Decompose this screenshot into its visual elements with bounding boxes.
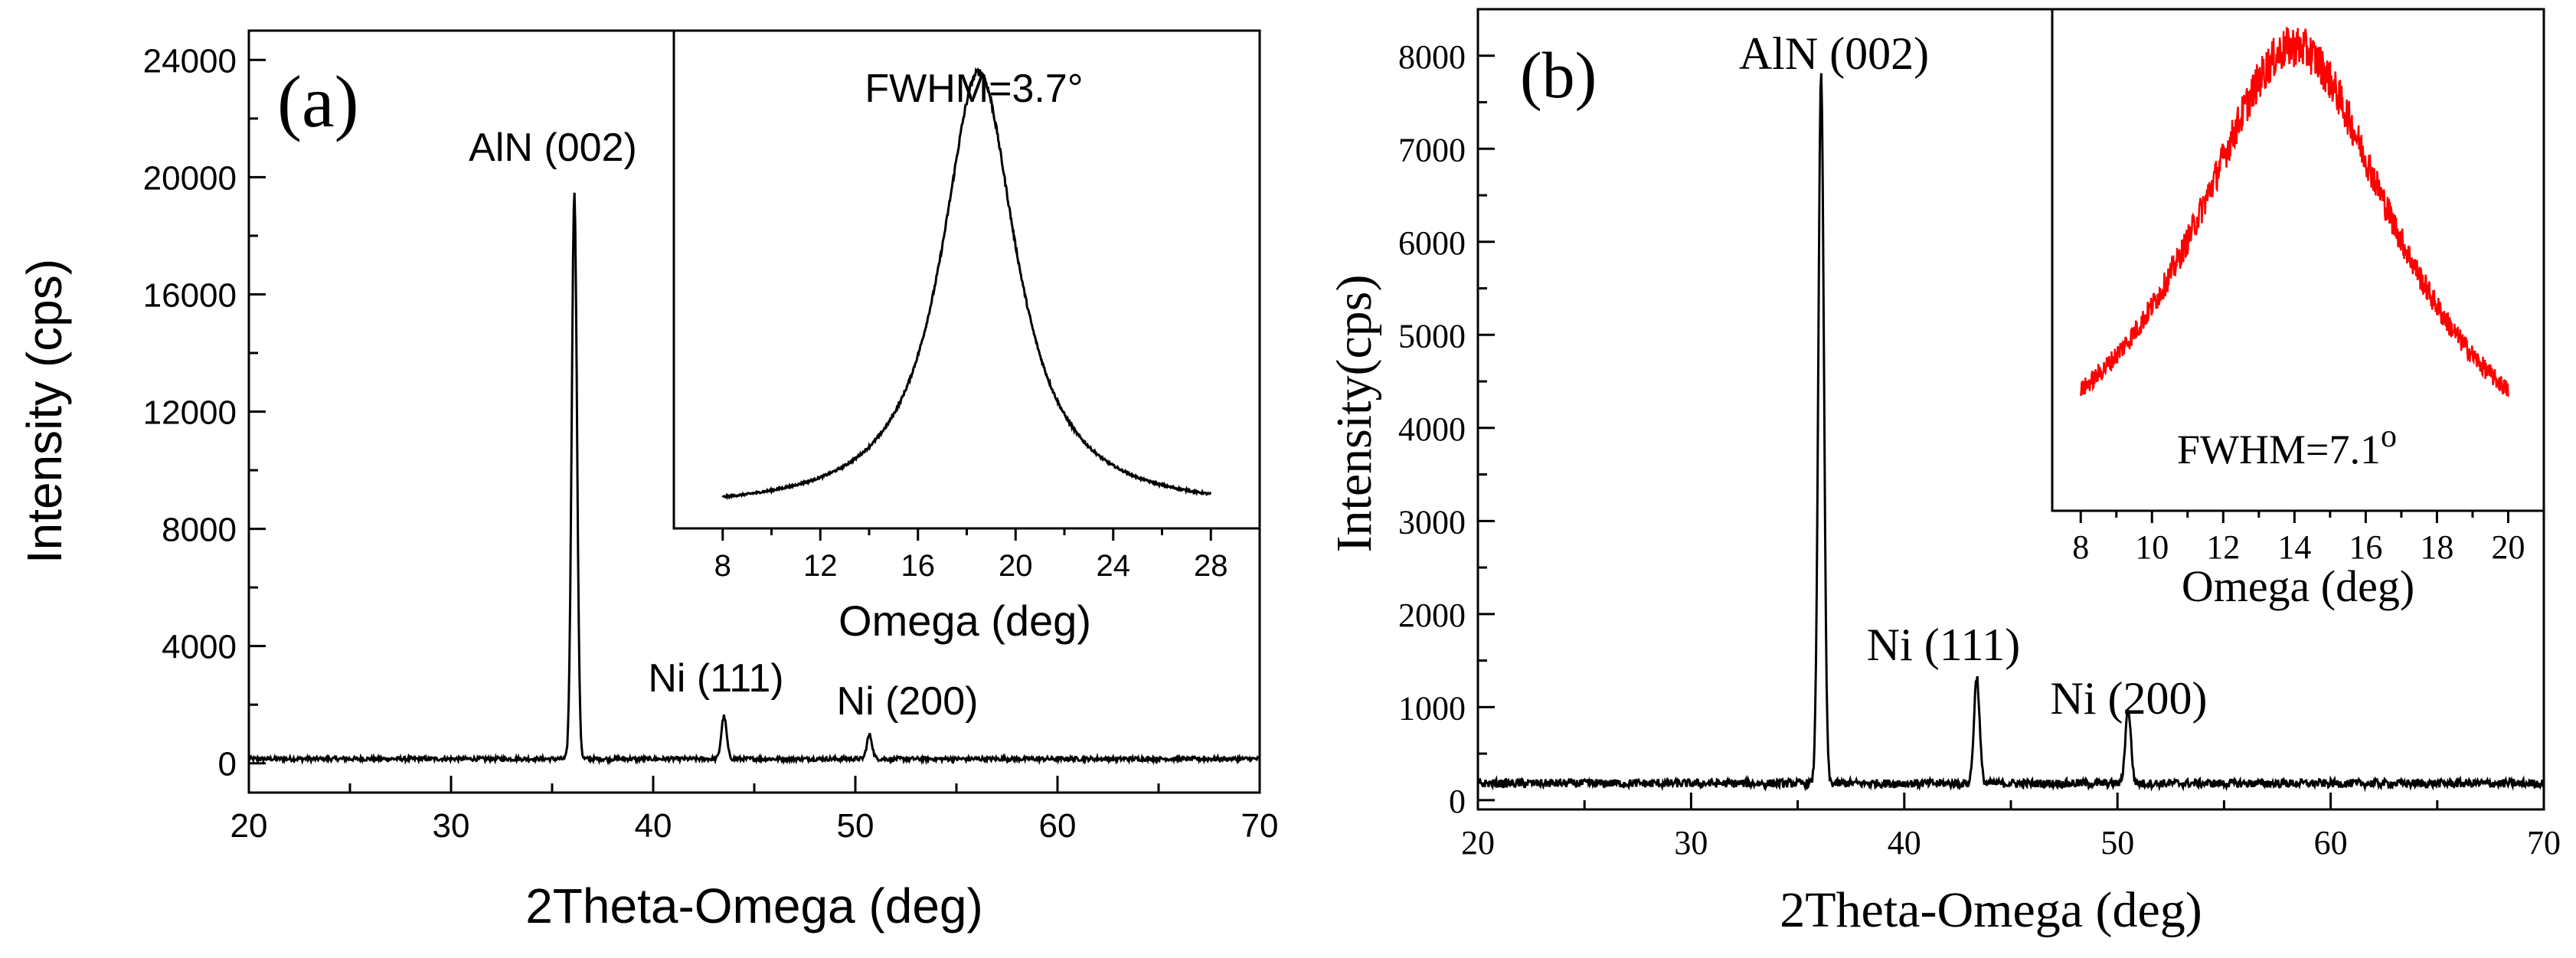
panel-b-y-axis-label: Intensity(cps) [1326,275,1382,553]
panel-b-x-tick-label: 50 [2100,824,2134,862]
panel-a-inset-x-tick-label: 24 [1097,549,1131,583]
panel-b-inset-rocking-curve-line [2079,27,2509,397]
panel-a-y-ticks: 0 4000 8000 12000 16000 20000 24000 [143,42,266,783]
panel-b-inset-x-tick-label: 20 [2491,528,2525,566]
panel-a-x-axis-label: 2Theta-Omega (deg) [525,878,983,933]
panel-a-x-tick-label: 30 [433,807,470,845]
panel-a-inset-fwhm-annotation: FWHM=3.7° [865,67,1083,111]
panel-b-inset-x-ticks: 8 10 12 14 16 18 20 [2072,511,2525,566]
panel-a-x-tick-label: 20 [230,807,268,845]
panel-b-x-tick-label: 20 [1461,824,1495,862]
panel-b-y-tick-label: 1000 [1398,689,1466,727]
panel-a-y-tick-label: 20000 [143,159,237,197]
panel-b-x-tick-label: 30 [1674,824,1708,862]
panel-a-inset-rocking-curve-line [721,67,1212,501]
panel-a-y-axis-label: Intensity (cps) [17,259,72,564]
panel-a-x-tick-label: 40 [635,807,672,845]
panel-b-y-tick-label: 0 [1449,783,1466,820]
panel-b-inset-x-tick-label: 12 [2206,528,2240,566]
panel-b-x-axis-label: 2Theta-Omega (deg) [1780,882,2202,938]
panel-b-x-tick-label: 70 [2527,824,2561,862]
panel-a-inset-x-tick-label: 8 [714,549,731,583]
panel-b-inset-fwhm-text: FWHM=7.1 [2177,427,2381,472]
panel-b-label: (b) [1520,38,1597,112]
panel-b-y-ticks: 0 1000 2000 3000 4000 5000 6000 7000 8000 [1398,38,1495,820]
panel-b-y-tick-label: 4000 [1398,410,1466,448]
panel-b-peak-label-aln-002: AlN (002) [1739,28,1929,79]
panel-a-inset-background [674,31,1260,528]
panel-b-peak-label-ni-200: Ni (200) [2051,673,2208,724]
panel-b-x-tick-label: 60 [2314,824,2348,862]
panel-b: 20 30 40 50 60 70 0 1000 2000 3000 4000 5000 6000 70… [1326,8,2561,938]
panel-b-inset-frame [2051,8,2545,512]
panel-a-y-tick-label: 24000 [143,42,237,80]
panel-a-inset-x-tick-label: 20 [999,549,1033,583]
panel-b-y-tick-label: 2000 [1398,597,1466,634]
panel-a-y-tick-label: 0 [218,746,237,783]
panel-a-inset-x-ticks: 8 12 16 20 24 28 [714,528,1228,583]
panel-a: 20 30 40 50 60 70 040008000120001600020000240… [17,29,1279,933]
panel-a-peak-label-aln-002: AlN (002) [469,126,637,170]
panel-a-inset-x-tick-label: 16 [901,549,936,583]
panel-b-inset-x-axis-label: Omega (deg) [2182,561,2414,611]
panel-b-inset-background [2052,9,2544,511]
panel-b-y-tick-label: 8000 [1398,38,1466,76]
panel-b-inset-x-tick-label: 10 [2135,528,2169,566]
panel-a-x-ticks: 20 30 40 50 60 70 [230,776,1279,845]
panel-a-peak-label-ni-200: Ni (200) [837,679,979,724]
panel-b-y-tick-label: 5000 [1398,317,1466,355]
panel-b-inset-x-tick-label: 14 [2277,528,2311,566]
panel-b-peak-label-ni-111: Ni (111) [1867,620,2021,670]
panel-b-inset-fwhm-degree: o [2381,419,2397,454]
panel-a-x-tick-label: 70 [1241,807,1279,845]
panel-a-x-tick-label: 50 [837,807,874,845]
panel-a-y-tick-label: 4000 [162,629,237,666]
panel-b-xrd-series-line [1476,73,2545,793]
panel-b-inset-x-tick-label: 16 [2349,528,2382,566]
panel-a-y-tick-label: 16000 [143,276,237,314]
panel-a-peak-label-ni-111: Ni (111) [648,656,783,701]
panel-b-y-tick-label: 3000 [1398,503,1466,541]
panel-a-y-tick-label: 8000 [162,512,237,549]
panel-b-x-tick-label: 40 [1888,824,1921,862]
panel-b-inset-fwhm-annotation: FWHM=7.1o [2177,419,2397,472]
panel-a-inset-x-tick-label: 12 [803,549,838,583]
panel-a-y-tick-label: 12000 [143,394,237,432]
panel-a-label: (a) [277,60,359,142]
panel-b-x-ticks: 20 30 40 50 60 70 [1461,793,2561,862]
panel-b-inset-x-tick-label: 8 [2072,528,2089,566]
panel-b-y-tick-label: 7000 [1398,131,1466,168]
panel-a-inset-x-axis-label: Omega (deg) [839,597,1091,645]
panel-a-xrd-series-line [247,192,1260,766]
panel-b-y-tick-label: 6000 [1398,224,1466,262]
panel-b-inset-x-tick-label: 18 [2420,528,2453,566]
panel-a-inset-x-tick-label: 28 [1194,549,1228,583]
panel-a-x-tick-label: 60 [1039,807,1077,845]
